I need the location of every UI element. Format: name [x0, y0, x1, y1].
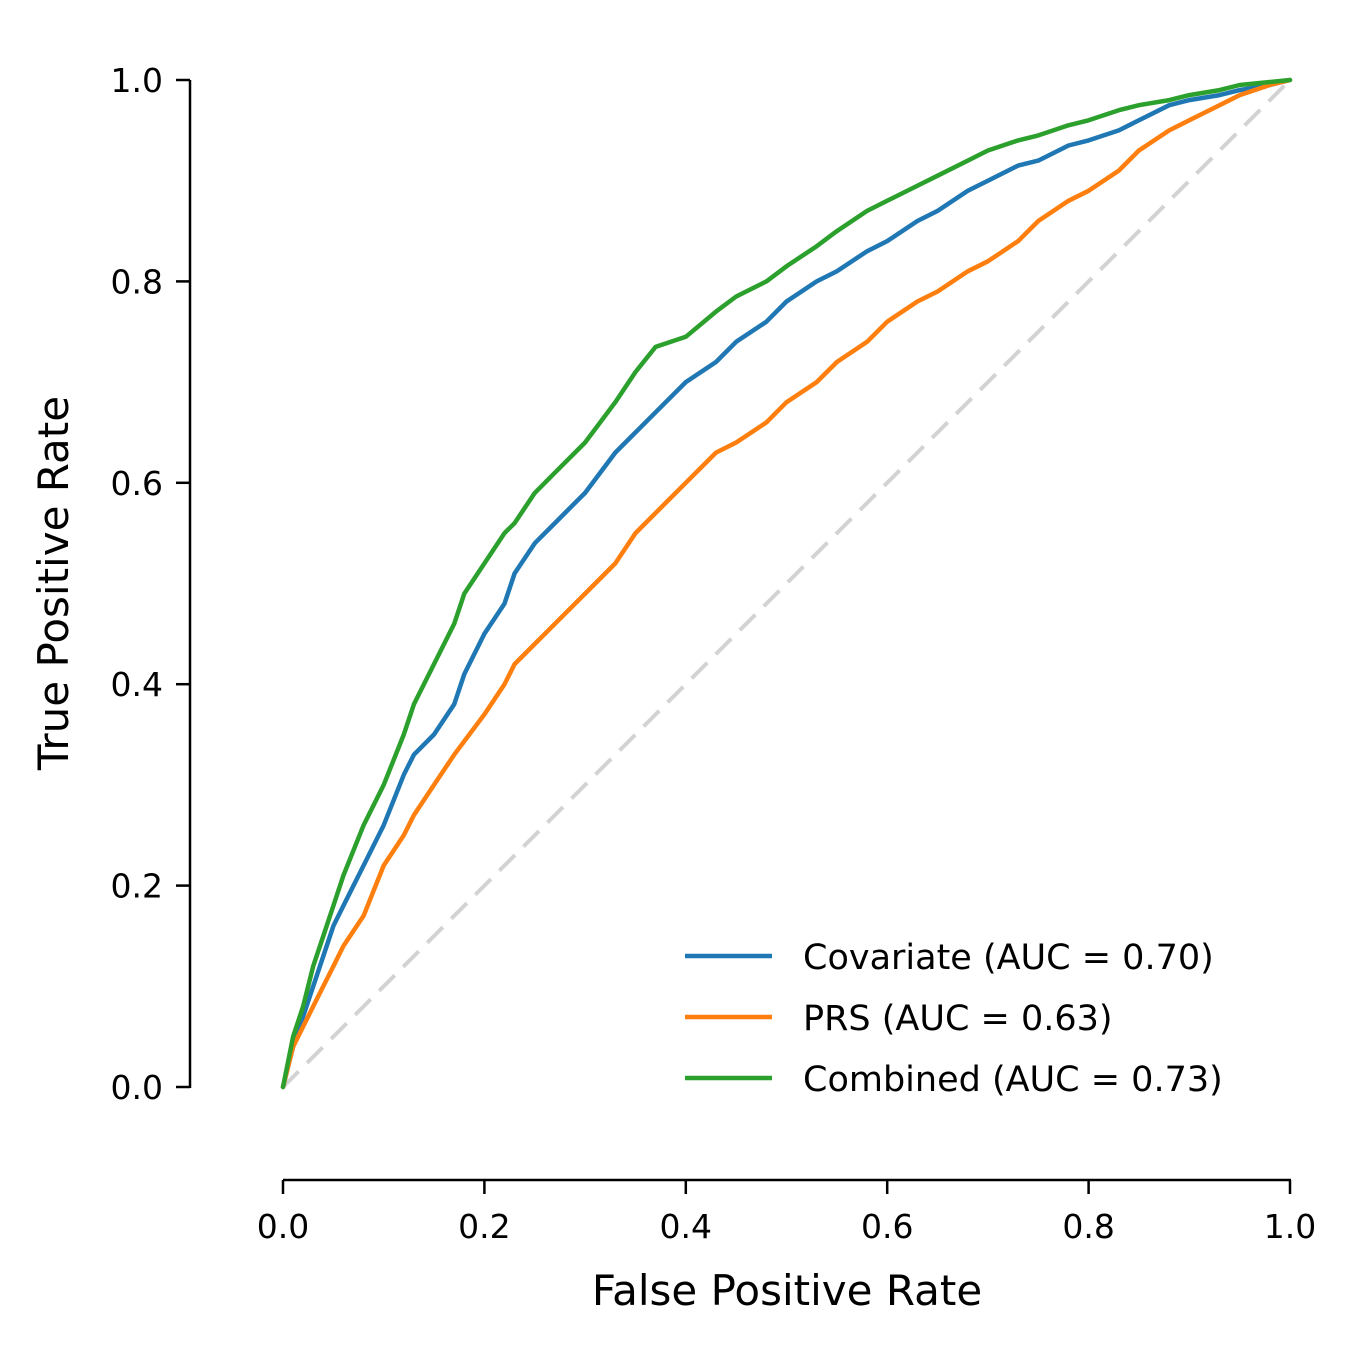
y-tick-label: 0.0	[111, 1068, 163, 1107]
series-line-combined	[280, 77, 1293, 1090]
y-axis-label: True Positive Rate	[29, 396, 78, 771]
y-tick-label: 0.8	[111, 262, 163, 301]
y-axis: 0.0 0.2 0.4 0.6 0.8 1.0	[111, 61, 192, 1107]
legend-entry-label: Combined (AUC = 0.73)	[803, 1060, 1223, 1100]
legend: Covariate (AUC = 0.70) PRS (AUC = 0.63) Co…	[685, 938, 1223, 1100]
x-axis-label: False Positive Rate	[592, 1266, 982, 1315]
x-axis: 0.0 0.2 0.4 0.6 0.8 1.0	[257, 1178, 1316, 1246]
series-line-covariate	[280, 77, 1293, 1090]
y-tick-label: 0.2	[111, 867, 163, 906]
legend-entry-label: PRS (AUC = 0.63)	[803, 999, 1113, 1039]
series-line-prs	[280, 77, 1293, 1090]
x-tick-label: 0.6	[861, 1207, 913, 1246]
y-tick-label: 1.0	[111, 61, 163, 100]
plot-area	[280, 77, 1293, 1090]
chance-diagonal-line	[281, 78, 1292, 1089]
x-tick-label: 0.0	[257, 1207, 309, 1246]
y-tick-label: 0.6	[111, 464, 163, 503]
x-tick-label: 1.0	[1264, 1207, 1316, 1246]
x-tick-label: 0.4	[660, 1207, 712, 1246]
x-tick-label: 0.2	[458, 1207, 510, 1246]
legend-entry-label: Covariate (AUC = 0.70)	[803, 938, 1214, 978]
y-tick-label: 0.4	[111, 665, 163, 704]
x-tick-label: 0.8	[1062, 1207, 1114, 1246]
